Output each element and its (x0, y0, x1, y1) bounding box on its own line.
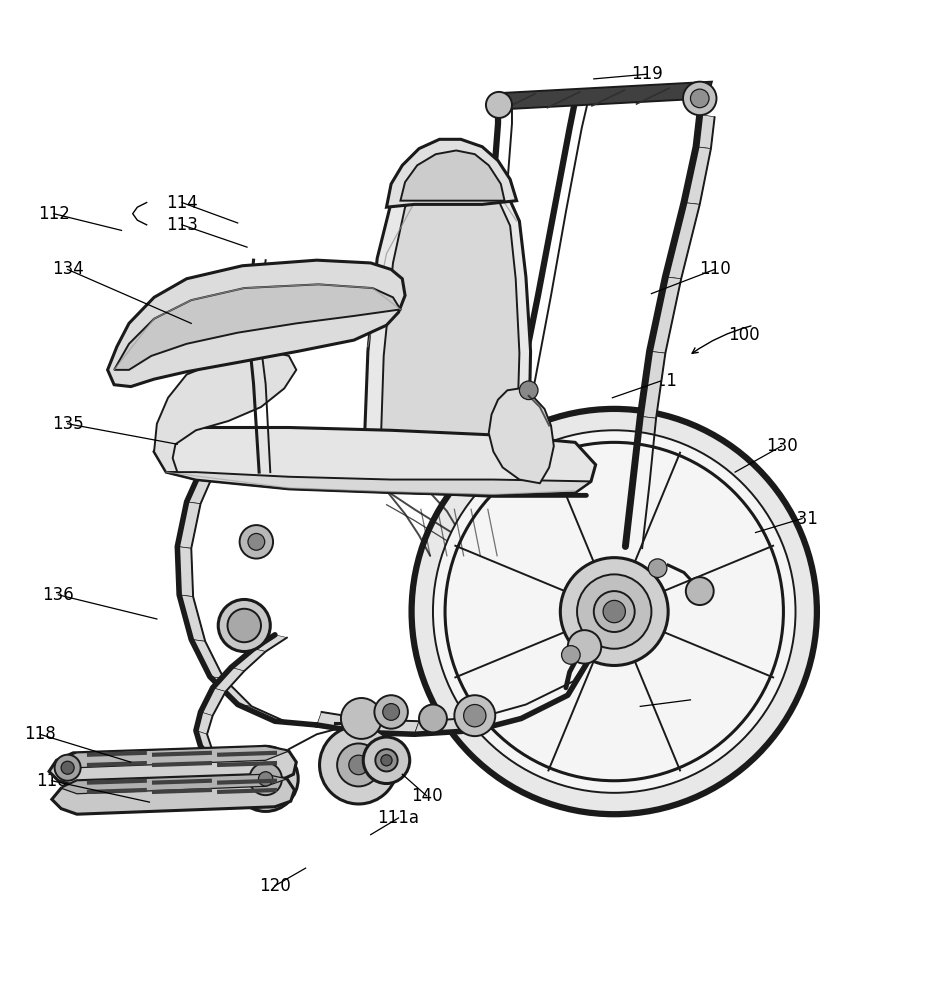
Circle shape (603, 600, 626, 623)
Circle shape (594, 591, 635, 632)
Polygon shape (521, 681, 573, 718)
Circle shape (239, 525, 273, 559)
Polygon shape (209, 677, 251, 706)
Circle shape (648, 559, 667, 577)
Circle shape (337, 743, 380, 786)
Text: 135: 135 (52, 415, 84, 433)
Text: 112: 112 (38, 205, 70, 223)
Circle shape (233, 746, 298, 811)
Text: 100: 100 (729, 326, 761, 344)
Polygon shape (489, 388, 554, 483)
Polygon shape (231, 649, 265, 671)
Circle shape (375, 749, 398, 771)
Polygon shape (196, 731, 212, 751)
Polygon shape (641, 351, 666, 418)
Polygon shape (200, 746, 225, 765)
Circle shape (259, 772, 273, 786)
Circle shape (319, 726, 398, 804)
Text: 140: 140 (411, 787, 442, 805)
Polygon shape (237, 705, 289, 723)
Polygon shape (179, 595, 205, 641)
Polygon shape (626, 481, 650, 548)
Polygon shape (61, 774, 287, 794)
Polygon shape (498, 82, 712, 110)
Circle shape (464, 705, 486, 727)
Polygon shape (380, 167, 519, 467)
Text: 118: 118 (24, 725, 56, 743)
Polygon shape (386, 139, 517, 207)
Circle shape (577, 574, 652, 649)
Text: 111: 111 (645, 372, 677, 390)
Circle shape (419, 705, 447, 732)
Circle shape (374, 695, 408, 729)
Text: 114: 114 (166, 194, 198, 212)
Polygon shape (52, 774, 294, 814)
Text: 118: 118 (36, 772, 68, 790)
Polygon shape (115, 284, 400, 370)
Text: 120: 120 (259, 877, 290, 895)
Polygon shape (212, 667, 244, 691)
Circle shape (568, 630, 601, 664)
Circle shape (55, 755, 81, 781)
Polygon shape (696, 114, 715, 149)
Polygon shape (177, 502, 200, 548)
Polygon shape (108, 260, 405, 387)
Circle shape (341, 698, 382, 739)
Polygon shape (57, 746, 289, 768)
Circle shape (61, 761, 74, 774)
Circle shape (250, 763, 282, 795)
Circle shape (686, 577, 714, 605)
Polygon shape (253, 635, 287, 652)
Polygon shape (666, 203, 700, 279)
Text: 129: 129 (675, 691, 707, 709)
Circle shape (248, 533, 264, 550)
Polygon shape (684, 147, 711, 204)
Circle shape (560, 558, 668, 665)
Circle shape (486, 92, 512, 118)
Circle shape (683, 82, 717, 115)
Polygon shape (275, 721, 328, 728)
Circle shape (349, 755, 369, 775)
Polygon shape (49, 746, 296, 786)
Text: 119: 119 (631, 65, 663, 83)
Polygon shape (177, 546, 193, 597)
Circle shape (691, 89, 709, 108)
Circle shape (363, 737, 410, 784)
Circle shape (433, 430, 795, 793)
Circle shape (218, 599, 270, 652)
Polygon shape (650, 277, 681, 353)
Circle shape (381, 755, 392, 766)
Polygon shape (317, 712, 368, 732)
Polygon shape (191, 639, 223, 678)
Polygon shape (400, 150, 505, 201)
Circle shape (454, 695, 495, 736)
Polygon shape (568, 635, 603, 695)
Circle shape (227, 609, 261, 642)
Text: 111a: 111a (378, 809, 420, 827)
Circle shape (561, 646, 580, 664)
Polygon shape (414, 718, 479, 734)
Polygon shape (166, 472, 591, 495)
Polygon shape (196, 712, 212, 734)
Polygon shape (154, 351, 296, 472)
Circle shape (383, 704, 399, 720)
Polygon shape (633, 416, 656, 483)
Text: 136: 136 (43, 586, 74, 604)
Text: 113: 113 (166, 216, 198, 234)
Text: 131: 131 (786, 510, 818, 528)
Polygon shape (475, 705, 526, 731)
Polygon shape (200, 688, 225, 716)
Polygon shape (363, 156, 531, 481)
Text: 134: 134 (52, 260, 84, 278)
Text: 110: 110 (699, 260, 731, 278)
Polygon shape (186, 465, 216, 504)
Circle shape (519, 381, 538, 400)
Polygon shape (363, 719, 419, 734)
Polygon shape (154, 427, 596, 495)
Circle shape (412, 409, 816, 814)
Text: 130: 130 (765, 437, 798, 455)
